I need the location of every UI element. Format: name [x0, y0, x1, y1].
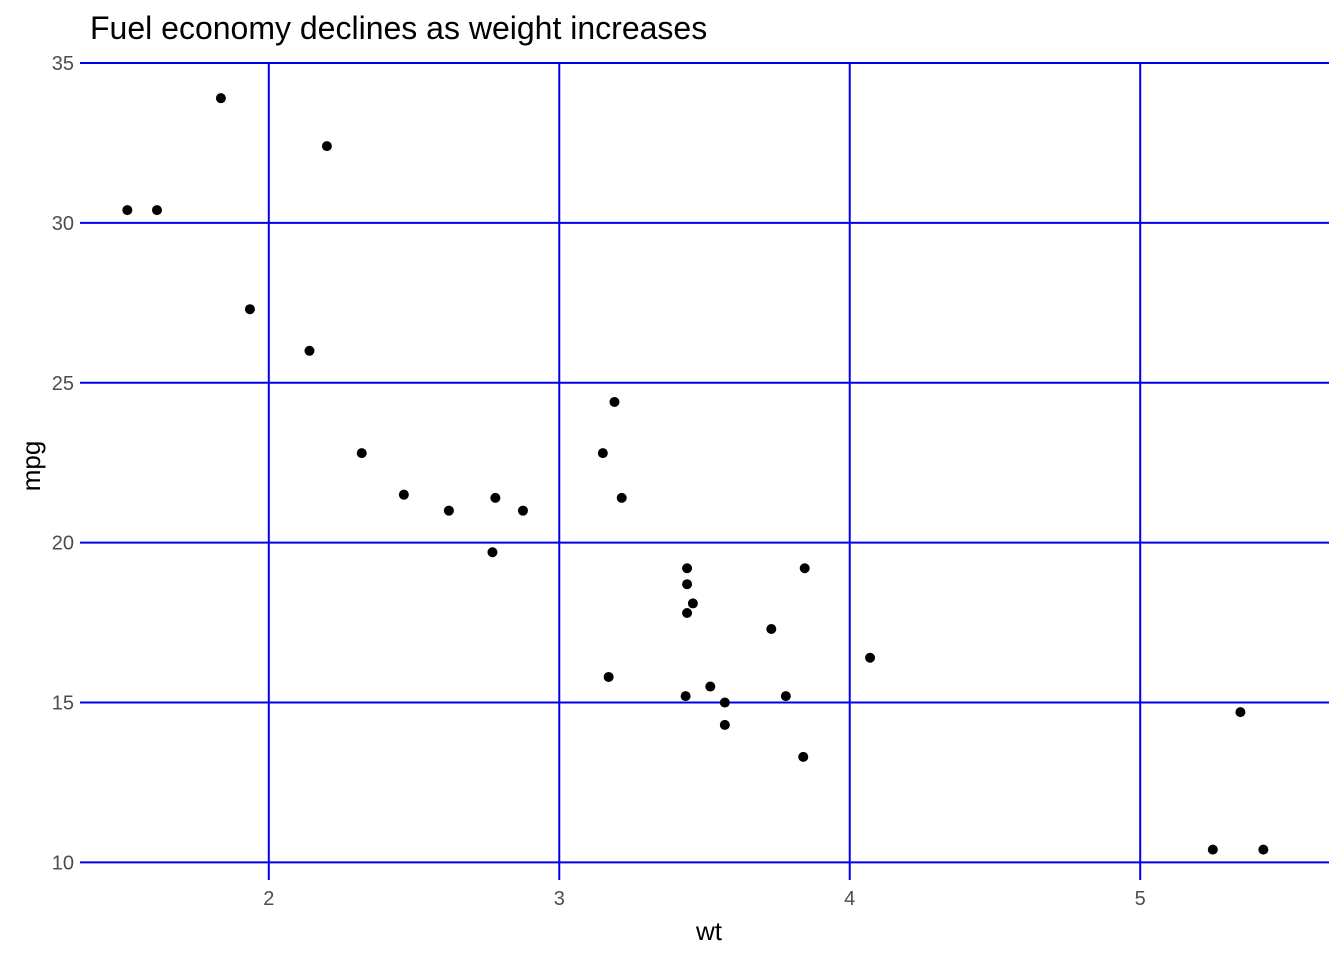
data-point [719, 697, 730, 708]
data-point [719, 719, 730, 730]
axis-ticks: 10 15 20 25 30 35 2 3 4 5 [52, 53, 1146, 910]
data-point [398, 489, 409, 500]
data-point [682, 563, 693, 574]
data-point [705, 681, 716, 692]
data-point [517, 505, 528, 516]
data-point [1235, 707, 1246, 718]
data-point [865, 652, 876, 663]
data-point [356, 448, 367, 459]
data-point [766, 623, 777, 634]
data-point [1207, 844, 1218, 855]
y-tick-label: 10 [52, 852, 74, 874]
data-point [151, 205, 162, 216]
data-point [616, 492, 627, 503]
data-point [609, 396, 620, 407]
chart-title: Fuel economy declines as weight increase… [90, 10, 708, 46]
x-tick-label: 2 [263, 888, 274, 910]
data-point [682, 607, 693, 618]
data-point [244, 304, 255, 315]
y-tick-label: 30 [52, 213, 74, 235]
data-point [215, 93, 226, 104]
data-point [780, 691, 791, 702]
grid-lines [80, 62, 1329, 880]
y-tick-label: 35 [52, 53, 74, 75]
y-axis-label: mpg [16, 441, 46, 492]
data-point [304, 345, 315, 356]
data-point [490, 492, 501, 503]
x-tick-label: 4 [844, 888, 855, 910]
data-point [798, 751, 809, 762]
y-tick-label: 20 [52, 533, 74, 555]
data-point [1258, 844, 1269, 855]
data-point [680, 691, 691, 702]
data-points [122, 93, 1269, 855]
data-point [321, 141, 332, 152]
x-axis-label: wt [695, 916, 723, 946]
data-point [443, 505, 454, 516]
data-point [682, 579, 693, 590]
x-tick-label: 5 [1135, 888, 1146, 910]
data-point [487, 547, 498, 558]
data-point [597, 448, 608, 459]
data-point [687, 598, 698, 609]
data-point [799, 563, 810, 574]
data-point [603, 671, 614, 682]
y-tick-label: 25 [52, 373, 74, 395]
data-point [122, 205, 133, 216]
x-tick-label: 3 [554, 888, 565, 910]
y-tick-label: 15 [52, 693, 74, 715]
